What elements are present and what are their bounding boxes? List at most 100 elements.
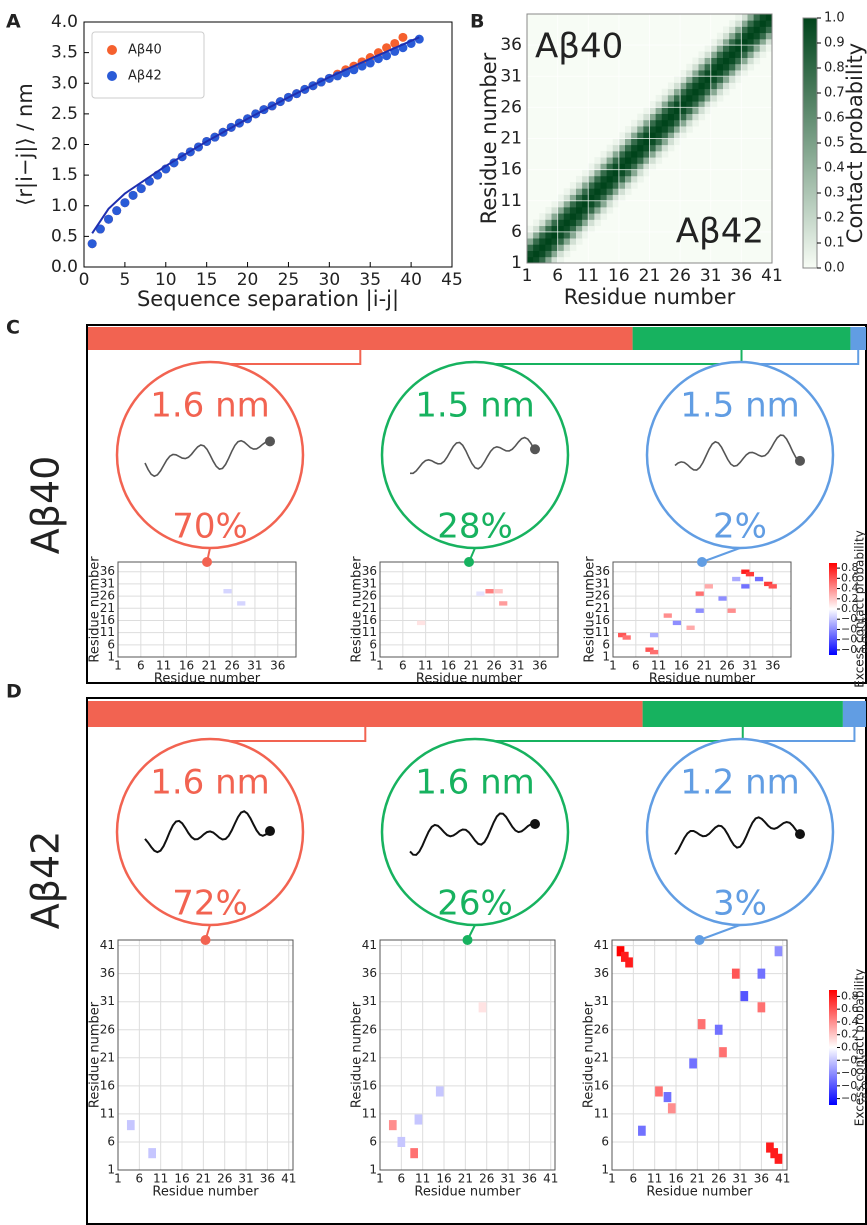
y-tick-label: 1 [369,650,377,664]
heatmap-cell [600,188,608,195]
y-tick-label: 36 [100,966,115,980]
heatmap-cell [661,88,669,96]
y-tick-label: 6 [107,637,115,651]
heatmap-cell [723,51,730,58]
heatmap-cell [625,126,632,133]
y-tick-label: 2.5 [51,104,78,124]
x-tick-label: 1 [376,659,384,673]
heatmap-cell [680,132,687,139]
y-tick-label: 6 [107,1134,115,1148]
heatmap-cell [588,219,595,227]
heatmap-cell [655,94,663,102]
heatmap-cell [625,138,632,146]
heatmap-cell [723,45,730,52]
heatmap-cell [631,182,638,189]
connector [739,727,856,742]
heatmap-cell [637,157,644,164]
heatmap-cell [692,88,699,96]
y-tick-label: 16 [362,1078,377,1092]
heatmap-cell [649,163,657,171]
heatmap-cell [618,157,626,164]
colorbar-tick-label: 0.0 [841,602,859,615]
x-tick-label: 1 [114,1172,122,1186]
excess-spot [768,584,777,589]
heatmap-cell [582,200,589,208]
heatmap-cell [686,63,693,71]
data-point [87,239,97,249]
heatmap-cell [631,163,638,171]
heatmap-cell [643,113,650,121]
colorbar-tick-label: 0.3 [824,186,845,201]
heatmap-cell [588,200,595,208]
heatmap-cell [539,231,546,239]
colorbar [802,17,818,269]
y-tick-label: 36 [595,564,610,578]
connector [739,350,860,365]
y-tick-label: 31 [100,994,115,1008]
heatmap-cell [569,238,577,245]
heatmap-cell [533,225,540,233]
y-tick-label: 6 [369,1134,377,1148]
heatmap-cell [618,188,626,195]
heatmap-cell [582,231,589,239]
population-segment [850,327,866,350]
excess-spot [663,1092,672,1103]
heatmap-cell [527,250,534,258]
heatmap-cell [716,88,724,96]
y-axis-label: Residue number [582,1001,597,1108]
heatmap-cell [563,238,571,245]
heatmap-cell [698,82,706,90]
molecule [674,816,800,855]
heatmap-cell [710,88,718,96]
connector [474,727,744,742]
colorbar-tick-label: −0.8 [841,1092,867,1105]
heatmap-cell [747,45,755,52]
heatmap-cell [667,101,675,108]
y-tick-label: 31 [595,576,610,590]
heatmap-cell [631,132,638,139]
excess-spot [645,647,654,652]
heatmap-cell [631,150,638,158]
colorbar-tick-label: −0.4 [841,622,867,635]
heatmap-cell [741,38,748,46]
y-tick-label: 21 [362,601,377,615]
heatmap-cell [612,175,620,183]
panel-frame [86,324,867,684]
molecule-terminus [265,436,275,447]
heatmap-cell [582,182,589,189]
heatmap-cell [704,101,712,108]
heatmap-cell [765,14,773,21]
heatmap-cell [680,119,687,127]
population-segment [632,327,851,350]
y-tick-label: 36 [100,564,115,578]
molecule [409,812,535,856]
heatmap-cell [557,225,565,233]
molecule-terminus [795,829,805,840]
heatmap-cell [704,70,712,77]
heatmap-cell [557,200,565,208]
heatmap-cell [539,219,546,227]
excess-spot [695,591,704,596]
heatmap-cell [533,219,540,227]
colorbar [829,990,837,1105]
y-tick-label: 26 [362,589,377,603]
heatmap-cell [680,94,687,102]
y-tick-label: 1 [369,1163,377,1177]
heatmap-cell [582,169,589,177]
heatmap-cell [655,157,663,164]
y-tick-label: 26 [362,1022,377,1036]
heatmap-cell [729,32,736,40]
heatmap-cell [655,138,663,146]
heatmap-cell [606,182,614,189]
heatmap-cell [625,163,632,171]
heatmap-cell [551,200,559,208]
x-tick-label: 36 [731,266,753,286]
colorbar-tick-label: −0.6 [841,633,867,646]
heatmap-cell [594,169,601,177]
y-tick-label: 16 [100,1078,115,1092]
x-tick-label: 21 [458,1172,473,1186]
y-tick-label: 16 [500,160,522,180]
heatmap-cell [692,82,699,90]
excess-spot [625,957,633,968]
